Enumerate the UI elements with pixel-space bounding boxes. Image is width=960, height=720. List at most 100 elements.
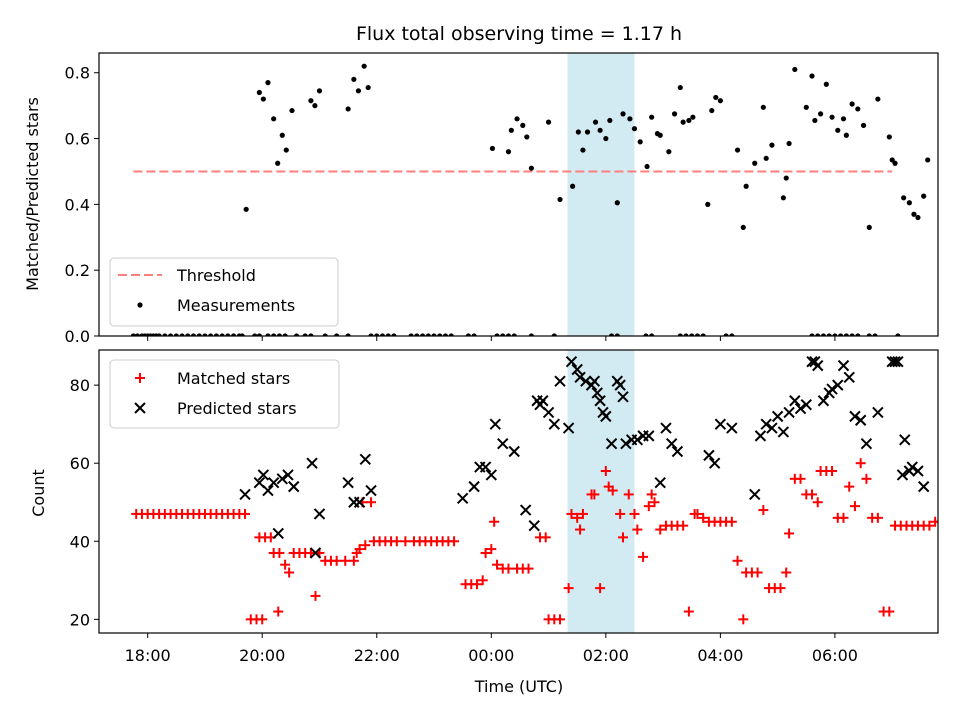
matched-star-point: [577, 508, 588, 519]
bottom-y-tick-label: 40: [70, 532, 90, 551]
matched-star-point: [849, 501, 860, 512]
predicted-star-point: [519, 504, 532, 516]
measurement-point: [256, 89, 262, 96]
measurement-point: [225, 333, 231, 336]
measurement-point: [575, 129, 581, 135]
predicted-star-point: [899, 434, 911, 446]
top-highlight-span: [567, 53, 635, 336]
matched-star-point: [310, 590, 321, 601]
measurement-point: [520, 122, 526, 128]
measurement-point: [345, 106, 351, 112]
predicted-star-point: [542, 406, 555, 419]
measurement-point: [812, 117, 818, 124]
measurement-point: [500, 333, 506, 336]
measurement-point: [769, 142, 775, 148]
measurement-point: [743, 183, 749, 189]
predicted-star-point: [267, 477, 280, 489]
matched-legend-label: Matched stars: [177, 369, 290, 388]
predicted-star-point: [789, 395, 801, 407]
matched-star-point: [280, 559, 291, 570]
matched-star-point: [575, 524, 586, 535]
measurement-point: [686, 117, 692, 124]
matched-star-point: [618, 532, 629, 543]
measurement-point: [202, 333, 208, 336]
measurement-point: [494, 333, 500, 336]
measurement-point: [528, 165, 534, 171]
measurement-point: [385, 333, 391, 336]
top-y-tick-label: 0.8: [65, 64, 90, 83]
measurement-point: [162, 333, 168, 336]
measurement-point: [391, 333, 397, 336]
predicted-star-point: [554, 375, 566, 387]
measurement-point: [809, 333, 815, 336]
bottom-legend-frame: [109, 359, 340, 429]
predicted-star-point: [600, 410, 612, 423]
predicted-star-point: [272, 527, 284, 540]
top-y-tick-label: 0.6: [65, 130, 90, 149]
measurement-point: [293, 333, 300, 336]
predicted-star-point: [726, 422, 738, 434]
measurement-point: [843, 333, 849, 336]
matched-star-point: [480, 547, 491, 558]
predicted-star-point: [548, 418, 561, 430]
matched-star-point: [844, 481, 855, 492]
measurement-point: [607, 117, 613, 124]
measurements-legend-marker: [137, 302, 143, 308]
matched-star-point: [827, 466, 838, 477]
measurement-point: [196, 333, 202, 336]
matched-legend-marker: [135, 373, 145, 383]
x-tick-label: 20:00: [239, 646, 285, 665]
measurement-point: [419, 333, 426, 336]
measurement-point: [840, 116, 847, 122]
matched-star-point: [629, 508, 640, 519]
measurement-point: [265, 80, 271, 86]
measurement-point: [823, 81, 829, 87]
predicted-star-point: [817, 395, 830, 407]
predicted-star-point: [854, 414, 867, 426]
predicted-star-point: [528, 519, 540, 532]
matched-star-point: [775, 583, 786, 594]
top-y-tick-label: 0.0: [65, 327, 90, 346]
measurement-point: [505, 333, 512, 336]
measurement-point: [511, 333, 517, 336]
matched-star-point: [600, 466, 611, 477]
bottom-y-tick-label: 60: [70, 454, 90, 473]
measurement-point: [489, 145, 496, 152]
measurement-point: [190, 333, 197, 336]
measurement-point: [915, 214, 921, 221]
measurement-point: [643, 333, 649, 336]
predicted-star-point: [892, 356, 904, 368]
measurement-point: [649, 333, 655, 336]
cross-icon: [134, 402, 146, 414]
x-tick-label: 06:00: [812, 646, 858, 665]
measurement-point: [465, 333, 471, 336]
predicted-star-point: [313, 508, 326, 520]
predicted-star-point: [860, 437, 873, 450]
matched-star-point: [855, 458, 866, 469]
matched-star-point: [953, 517, 960, 527]
measurement-point: [717, 98, 723, 104]
measurement-point: [906, 200, 912, 206]
measurement-point: [361, 63, 367, 69]
measurement-point: [312, 103, 318, 109]
measurement-point: [276, 333, 282, 336]
predicted-star-point: [605, 437, 618, 450]
predicted-star-point: [826, 383, 838, 395]
matched-star-point: [738, 614, 749, 625]
matched-star-point: [360, 540, 371, 551]
measurement-point: [921, 193, 927, 199]
x-tick-label: 02:00: [583, 646, 629, 665]
measurement-point: [680, 119, 686, 125]
predicted-star-point: [262, 484, 274, 497]
matched-star-point: [726, 516, 737, 527]
bottom-y-axis-label: Count: [29, 469, 48, 517]
predicted-star-point: [843, 371, 855, 384]
predicted-star-point: [671, 445, 684, 458]
measurement-point: [308, 333, 314, 336]
measurement-point: [570, 183, 576, 189]
predicted-star-point: [614, 379, 626, 391]
measurement-point: [780, 195, 786, 201]
measurement-point: [134, 333, 140, 336]
measurement-point: [243, 206, 249, 212]
matched-star-point: [503, 563, 514, 574]
